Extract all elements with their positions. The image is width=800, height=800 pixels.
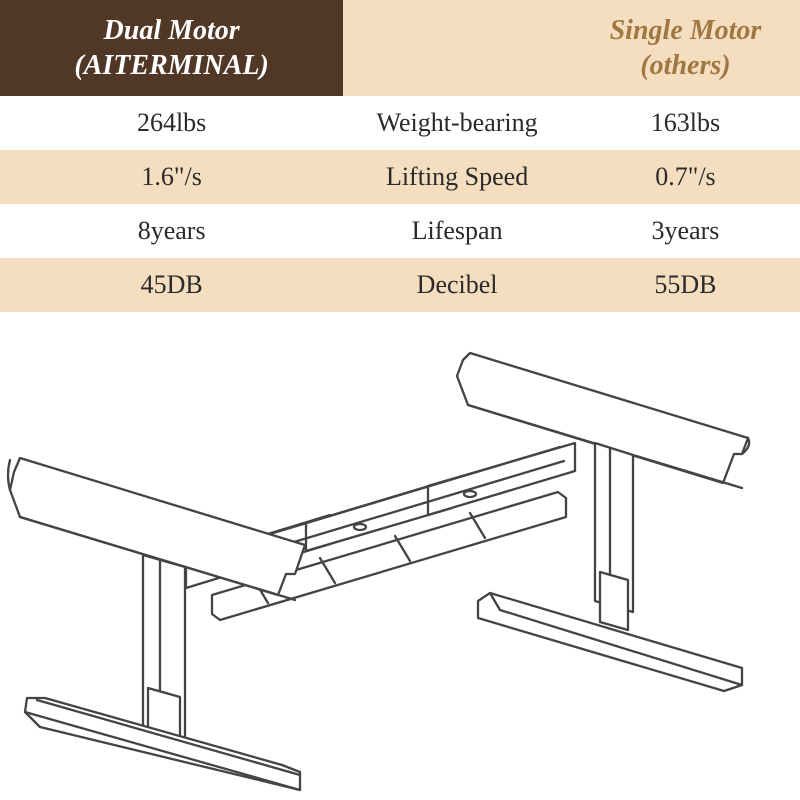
desk-frame-illustration xyxy=(0,320,800,800)
desk-frame-icon xyxy=(0,320,800,800)
cell-left: 264lbs xyxy=(0,96,343,150)
header-gap xyxy=(343,0,571,96)
header-right-line1: Single Motor xyxy=(571,13,800,48)
header-right: Single Motor (others) xyxy=(571,0,800,96)
header-left-line1: Dual Motor xyxy=(0,13,343,48)
cell-mid: Weight-bearing xyxy=(343,96,571,150)
comparison-table: Dual Motor (AITERMINAL) Single Motor (ot… xyxy=(0,0,800,312)
header-right-line2: (others) xyxy=(571,48,800,83)
cell-right: 55DB xyxy=(571,258,800,312)
cell-mid: Lifting Speed xyxy=(343,150,571,204)
header-left-line2: (AITERMINAL) xyxy=(0,48,343,83)
cell-left: 1.6"/s xyxy=(0,150,343,204)
cell-right: 163lbs xyxy=(571,96,800,150)
cell-right: 3years xyxy=(571,204,800,258)
table-row: 45DB Decibel 55DB xyxy=(0,258,800,312)
table-row: 1.6"/s Lifting Speed 0.7"/s xyxy=(0,150,800,204)
table-row: 264lbs Weight-bearing 163lbs xyxy=(0,96,800,150)
header-left: Dual Motor (AITERMINAL) xyxy=(0,0,343,96)
cell-mid: Decibel xyxy=(343,258,571,312)
table-row: 8years Lifespan 3years xyxy=(0,204,800,258)
table-header-row: Dual Motor (AITERMINAL) Single Motor (ot… xyxy=(0,0,800,96)
cell-mid: Lifespan xyxy=(343,204,571,258)
cell-left: 8years xyxy=(0,204,343,258)
cell-right: 0.7"/s xyxy=(571,150,800,204)
cell-left: 45DB xyxy=(0,258,343,312)
